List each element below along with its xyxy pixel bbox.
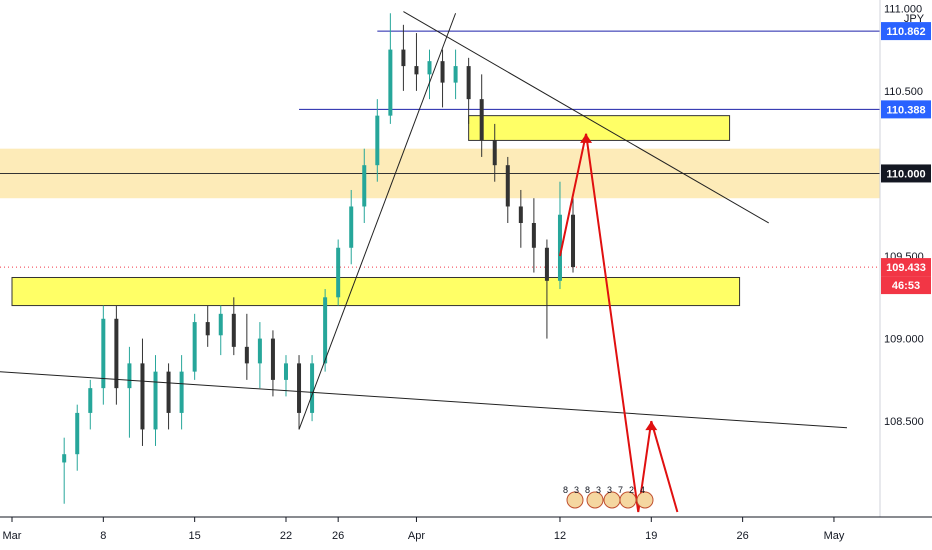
candle-body[interactable] — [557, 214, 562, 281]
key-level-tag-background — [881, 164, 931, 183]
time-tick-label: May — [824, 530, 845, 542]
time-tick-label: Apr — [408, 530, 425, 542]
candle-body[interactable] — [153, 371, 158, 430]
time-axis-ticks: Mar 8 15 22 26 Apr 12 19 26 May — [3, 517, 845, 542]
candle-body[interactable] — [544, 247, 549, 281]
time-tick-label: 22 — [280, 530, 292, 542]
blue-level-tag: 110.388 — [886, 104, 925, 116]
candle-body[interactable] — [453, 66, 458, 83]
time-tick-label: 8 — [100, 530, 106, 542]
candle-body[interactable] — [440, 61, 445, 83]
zone-rect[interactable] — [11, 276, 741, 307]
price-tags: 110.862 110.388 110.000 109.433 46:53 — [881, 22, 931, 295]
event-flag-icon[interactable] — [586, 491, 604, 509]
candle-body[interactable] — [401, 49, 406, 67]
event-flag-icon[interactable] — [566, 491, 584, 509]
candle-body[interactable] — [231, 313, 236, 347]
candle-body[interactable] — [62, 454, 67, 463]
candle-body[interactable] — [297, 363, 302, 413]
candle-body[interactable] — [140, 363, 145, 430]
projection-path[interactable] — [558, 133, 679, 513]
price-tick-label: 108.500 — [884, 416, 924, 428]
event-flag-count: 8 — [563, 485, 568, 495]
candle-body[interactable] — [192, 322, 197, 372]
trendline[interactable] — [403, 11, 769, 224]
currency-label: JPY — [904, 13, 925, 25]
event-flag-icon[interactable] — [619, 491, 637, 509]
candle-body[interactable] — [101, 318, 106, 389]
trendline[interactable] — [0, 371, 848, 429]
event-flag-count: 3 — [596, 485, 601, 495]
candle-body[interactable] — [388, 49, 393, 116]
candle-body[interactable] — [349, 206, 354, 248]
upper-level-tag: 110.862 — [886, 26, 925, 38]
trendlines-layer — [0, 11, 848, 430]
price-tick-label: 110.500 — [884, 86, 923, 98]
price-tick-label: 111.000 — [884, 3, 922, 15]
countdown-tag: 46:53 — [892, 280, 920, 292]
event-flag-count: 3 — [607, 485, 612, 495]
last-price-tag: 109.433 — [886, 262, 926, 274]
plot-background — [0, 0, 880, 517]
time-tick-label: 12 — [554, 530, 566, 542]
candle-body[interactable] — [427, 61, 432, 75]
time-tick-label: 19 — [645, 530, 657, 542]
key-level-tag: 110.000 — [886, 168, 925, 180]
candle-body[interactable] — [244, 346, 249, 364]
projection-arrowhead — [645, 421, 658, 431]
time-tick-label: 15 — [189, 530, 201, 542]
candle-body[interactable] — [114, 318, 119, 389]
candle-body[interactable] — [505, 165, 510, 207]
time-tick-label: Mar — [3, 530, 22, 542]
candle-body[interactable] — [362, 165, 367, 207]
countdown-tag-background — [881, 276, 931, 295]
upper-level-tag-background — [881, 22, 931, 41]
candle-body[interactable] — [310, 363, 315, 413]
candle-body[interactable] — [336, 247, 341, 298]
candle-body[interactable] — [127, 363, 132, 389]
candle-body[interactable] — [283, 363, 288, 380]
trendline[interactable] — [298, 13, 457, 430]
candle-body[interactable] — [270, 338, 275, 380]
candle-body[interactable] — [218, 313, 223, 336]
blue-level-tag-background — [881, 100, 931, 119]
levels-layer — [0, 30, 880, 268]
candle-body[interactable] — [492, 140, 497, 166]
event-flag-count: 4 — [640, 485, 645, 495]
candle-body[interactable] — [479, 99, 484, 141]
candle-body[interactable] — [571, 214, 576, 268]
candle-body[interactable] — [323, 297, 328, 364]
event-flag-icon[interactable] — [636, 491, 654, 509]
candle-body[interactable] — [75, 412, 80, 455]
candle-body[interactable] — [166, 371, 171, 413]
candle-body[interactable] — [466, 66, 471, 100]
zone-rect[interactable] — [468, 115, 731, 141]
candle-body[interactable] — [179, 371, 184, 413]
candle-body[interactable] — [414, 66, 419, 75]
candle-body[interactable] — [518, 206, 523, 223]
projection-arrowhead — [580, 133, 593, 143]
event-flag-count: 2 — [629, 485, 634, 495]
time-tick-label: 26 — [737, 530, 749, 542]
candle-body[interactable] — [205, 322, 210, 336]
candle-body[interactable] — [257, 338, 262, 364]
candle-body[interactable] — [375, 115, 380, 166]
candle-body[interactable] — [88, 388, 93, 413]
time-tick-label: 26 — [332, 530, 344, 542]
projection-layer — [558, 133, 679, 513]
event-flag-count: 7 — [618, 485, 623, 495]
candles-layer — [62, 13, 576, 504]
price-tick-label: 109.000 — [884, 334, 924, 346]
candle-body[interactable] — [531, 222, 536, 248]
last-price-tag-background — [881, 258, 931, 277]
event-flag-count: 3 — [574, 485, 579, 495]
event-flag-count: 8 — [585, 485, 590, 495]
